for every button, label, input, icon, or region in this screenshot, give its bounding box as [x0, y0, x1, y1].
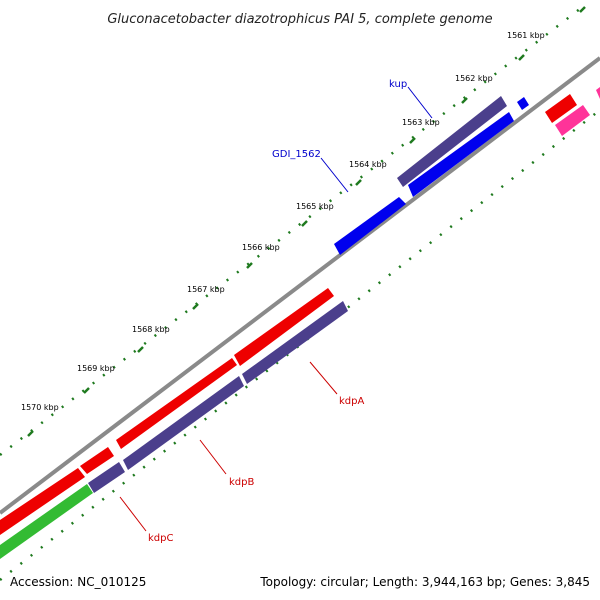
- feature-purple-kdpA: [242, 301, 348, 384]
- tick-label-1565: 1565 kbp: [296, 202, 334, 211]
- accession-text: Accession: NC_010125: [10, 575, 146, 589]
- tick-label-1568: 1568 kbp: [132, 325, 170, 334]
- tick-label-1569: 1569 kbp: [77, 364, 115, 373]
- tick-label-1570: 1570 kbp: [21, 403, 59, 412]
- tick-label-1563: 1563 kbp: [402, 118, 440, 127]
- tick-label-1567: 1567 kbp: [187, 285, 225, 294]
- map-title: Gluconacetobacter diazotrophicus PAI 5, …: [107, 12, 492, 27]
- kdpC-leader: [119, 496, 147, 532]
- feature-green: [0, 484, 93, 559]
- tick-label-1562: 1562 kbp: [455, 74, 493, 83]
- feature-red-small: [80, 447, 114, 474]
- feature-purple-kup: [397, 96, 507, 187]
- gene-label-kdpC[interactable]: kdpC: [148, 533, 173, 544]
- feature-kdpB-upper: [116, 358, 237, 449]
- gdi-leader: [320, 157, 349, 193]
- feature-purple-kdpB: [123, 376, 244, 470]
- topology-text: Topology: circular; Length: 3,944,163 bp…: [259, 575, 590, 589]
- kup-leader: [407, 86, 433, 119]
- feature-kdpA-upper: [234, 288, 334, 366]
- feature-pink: [555, 105, 590, 136]
- gene-label-kdpB[interactable]: kdpB: [229, 477, 254, 488]
- feature-blue-small: [517, 97, 529, 110]
- gene-label-kup[interactable]: kup: [389, 79, 407, 90]
- feature-purple-kdpC: [88, 462, 125, 493]
- gene-label-gdi-1562[interactable]: GDI_1562: [272, 149, 321, 160]
- feature-pink-edge: [596, 87, 600, 99]
- major-ticks: [27, 6, 586, 437]
- tick-label-1566: 1566 kbp: [242, 243, 280, 252]
- feature-GDI_1562: [334, 197, 406, 255]
- feature-kup: [408, 112, 514, 197]
- kdpA-leader: [309, 361, 338, 395]
- gene-label-kdpA[interactable]: kdpA: [339, 396, 364, 407]
- feature-red-right: [545, 94, 577, 123]
- tick-label-1564: 1564 kbp: [349, 160, 387, 169]
- genome-backbone: [0, 56, 600, 515]
- tick-label-1561: 1561 kbp: [507, 31, 545, 40]
- feature-red-far-left: [0, 468, 85, 535]
- kdpB-leader: [199, 439, 227, 475]
